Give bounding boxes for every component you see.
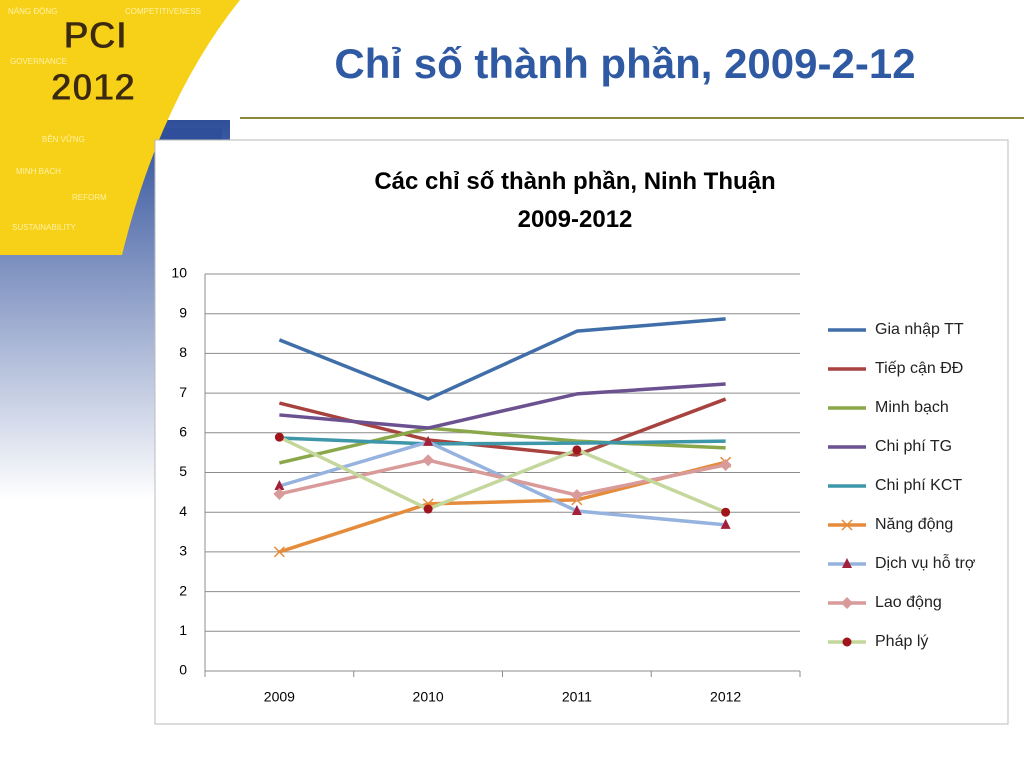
legend-marker (841, 519, 853, 531)
point-marker (273, 546, 285, 558)
logo-word: BỀN VỮNG (42, 134, 85, 144)
y-tick-label: 9 (179, 304, 187, 320)
y-tick-label: 8 (179, 344, 187, 360)
legend-marker (842, 558, 852, 568)
legend-label: Tiếp cận ĐĐ (875, 360, 963, 377)
logo-word: COMPETITIVENESS (125, 7, 201, 16)
series-line (279, 382, 726, 430)
slide-title: Chỉ số thành phần, 2009-2-12 (334, 40, 916, 87)
series-line (278, 435, 727, 514)
point-marker (274, 432, 284, 442)
legend-label: Lao động (875, 594, 942, 611)
y-tick-label: 6 (179, 424, 187, 440)
chart-frame (154, 139, 1009, 725)
legend-label: Dịch vụ hỗ trợ (875, 553, 976, 572)
series-line (279, 436, 726, 446)
y-tick-label: 10 (171, 265, 187, 281)
chart: 0 1 2 3 4 5 6 7 8 9 10 2009 2010 2011 2012 Gia nhập TT T… (171, 265, 975, 705)
logo-word: GOVERNANCE (10, 57, 67, 66)
point-marker (571, 505, 582, 516)
point-marker (572, 445, 582, 455)
chart-title: Các chỉ số thành phần, Ninh Thuận 2009-2… (374, 168, 776, 233)
logo-word: MINH BẠCH (16, 167, 61, 176)
series-line (278, 317, 726, 401)
legend-marker (841, 597, 853, 609)
logo-word: NĂNG ĐỘNG (8, 7, 57, 16)
logo-title: PCI (63, 15, 126, 57)
legend-label: Chi phí KCT (875, 477, 962, 494)
y-tick-label: 7 (179, 384, 187, 400)
x-tick-label: 2012 (710, 689, 741, 705)
legend-label: Năng động (875, 516, 953, 533)
legend-marker (842, 637, 852, 647)
y-tick-label: 5 (179, 463, 187, 479)
logo-year: 2012 (51, 67, 136, 109)
series-line (278, 426, 726, 465)
y-tick-label: 0 (179, 662, 187, 678)
point-marker (423, 435, 434, 446)
point-marker (422, 454, 435, 467)
x-tick-label: 2010 (413, 689, 444, 705)
point-marker (721, 507, 731, 517)
accent-bar (150, 128, 222, 140)
legend-label: Chi phí TG (875, 438, 952, 455)
point-marker (423, 504, 433, 514)
point-marker (274, 479, 285, 490)
legend-label: Gia nhập TT (875, 321, 964, 338)
point-marker (273, 487, 286, 500)
logo: NĂNG ĐỘNG COMPETITIVENESS GOVERNANCE BỀN VỮ… (8, 7, 201, 232)
legend-label: Pháp lý (875, 633, 928, 650)
x-tick-label: 2011 (562, 689, 592, 705)
point-marker (570, 489, 583, 502)
logo-word: SUSTAINABILITY (12, 223, 77, 232)
point-marker (719, 458, 732, 471)
legend-label: Minh bạch (875, 399, 949, 416)
y-tick-label: 3 (179, 543, 187, 559)
y-tick-label: 2 (179, 582, 187, 598)
y-tick-label: 4 (179, 503, 187, 519)
point-marker (720, 518, 731, 529)
logo-word: REFORM (72, 193, 107, 202)
logo-background (0, 0, 240, 255)
x-tick-label: 2009 (264, 689, 295, 705)
y-tick-label: 1 (179, 622, 187, 638)
